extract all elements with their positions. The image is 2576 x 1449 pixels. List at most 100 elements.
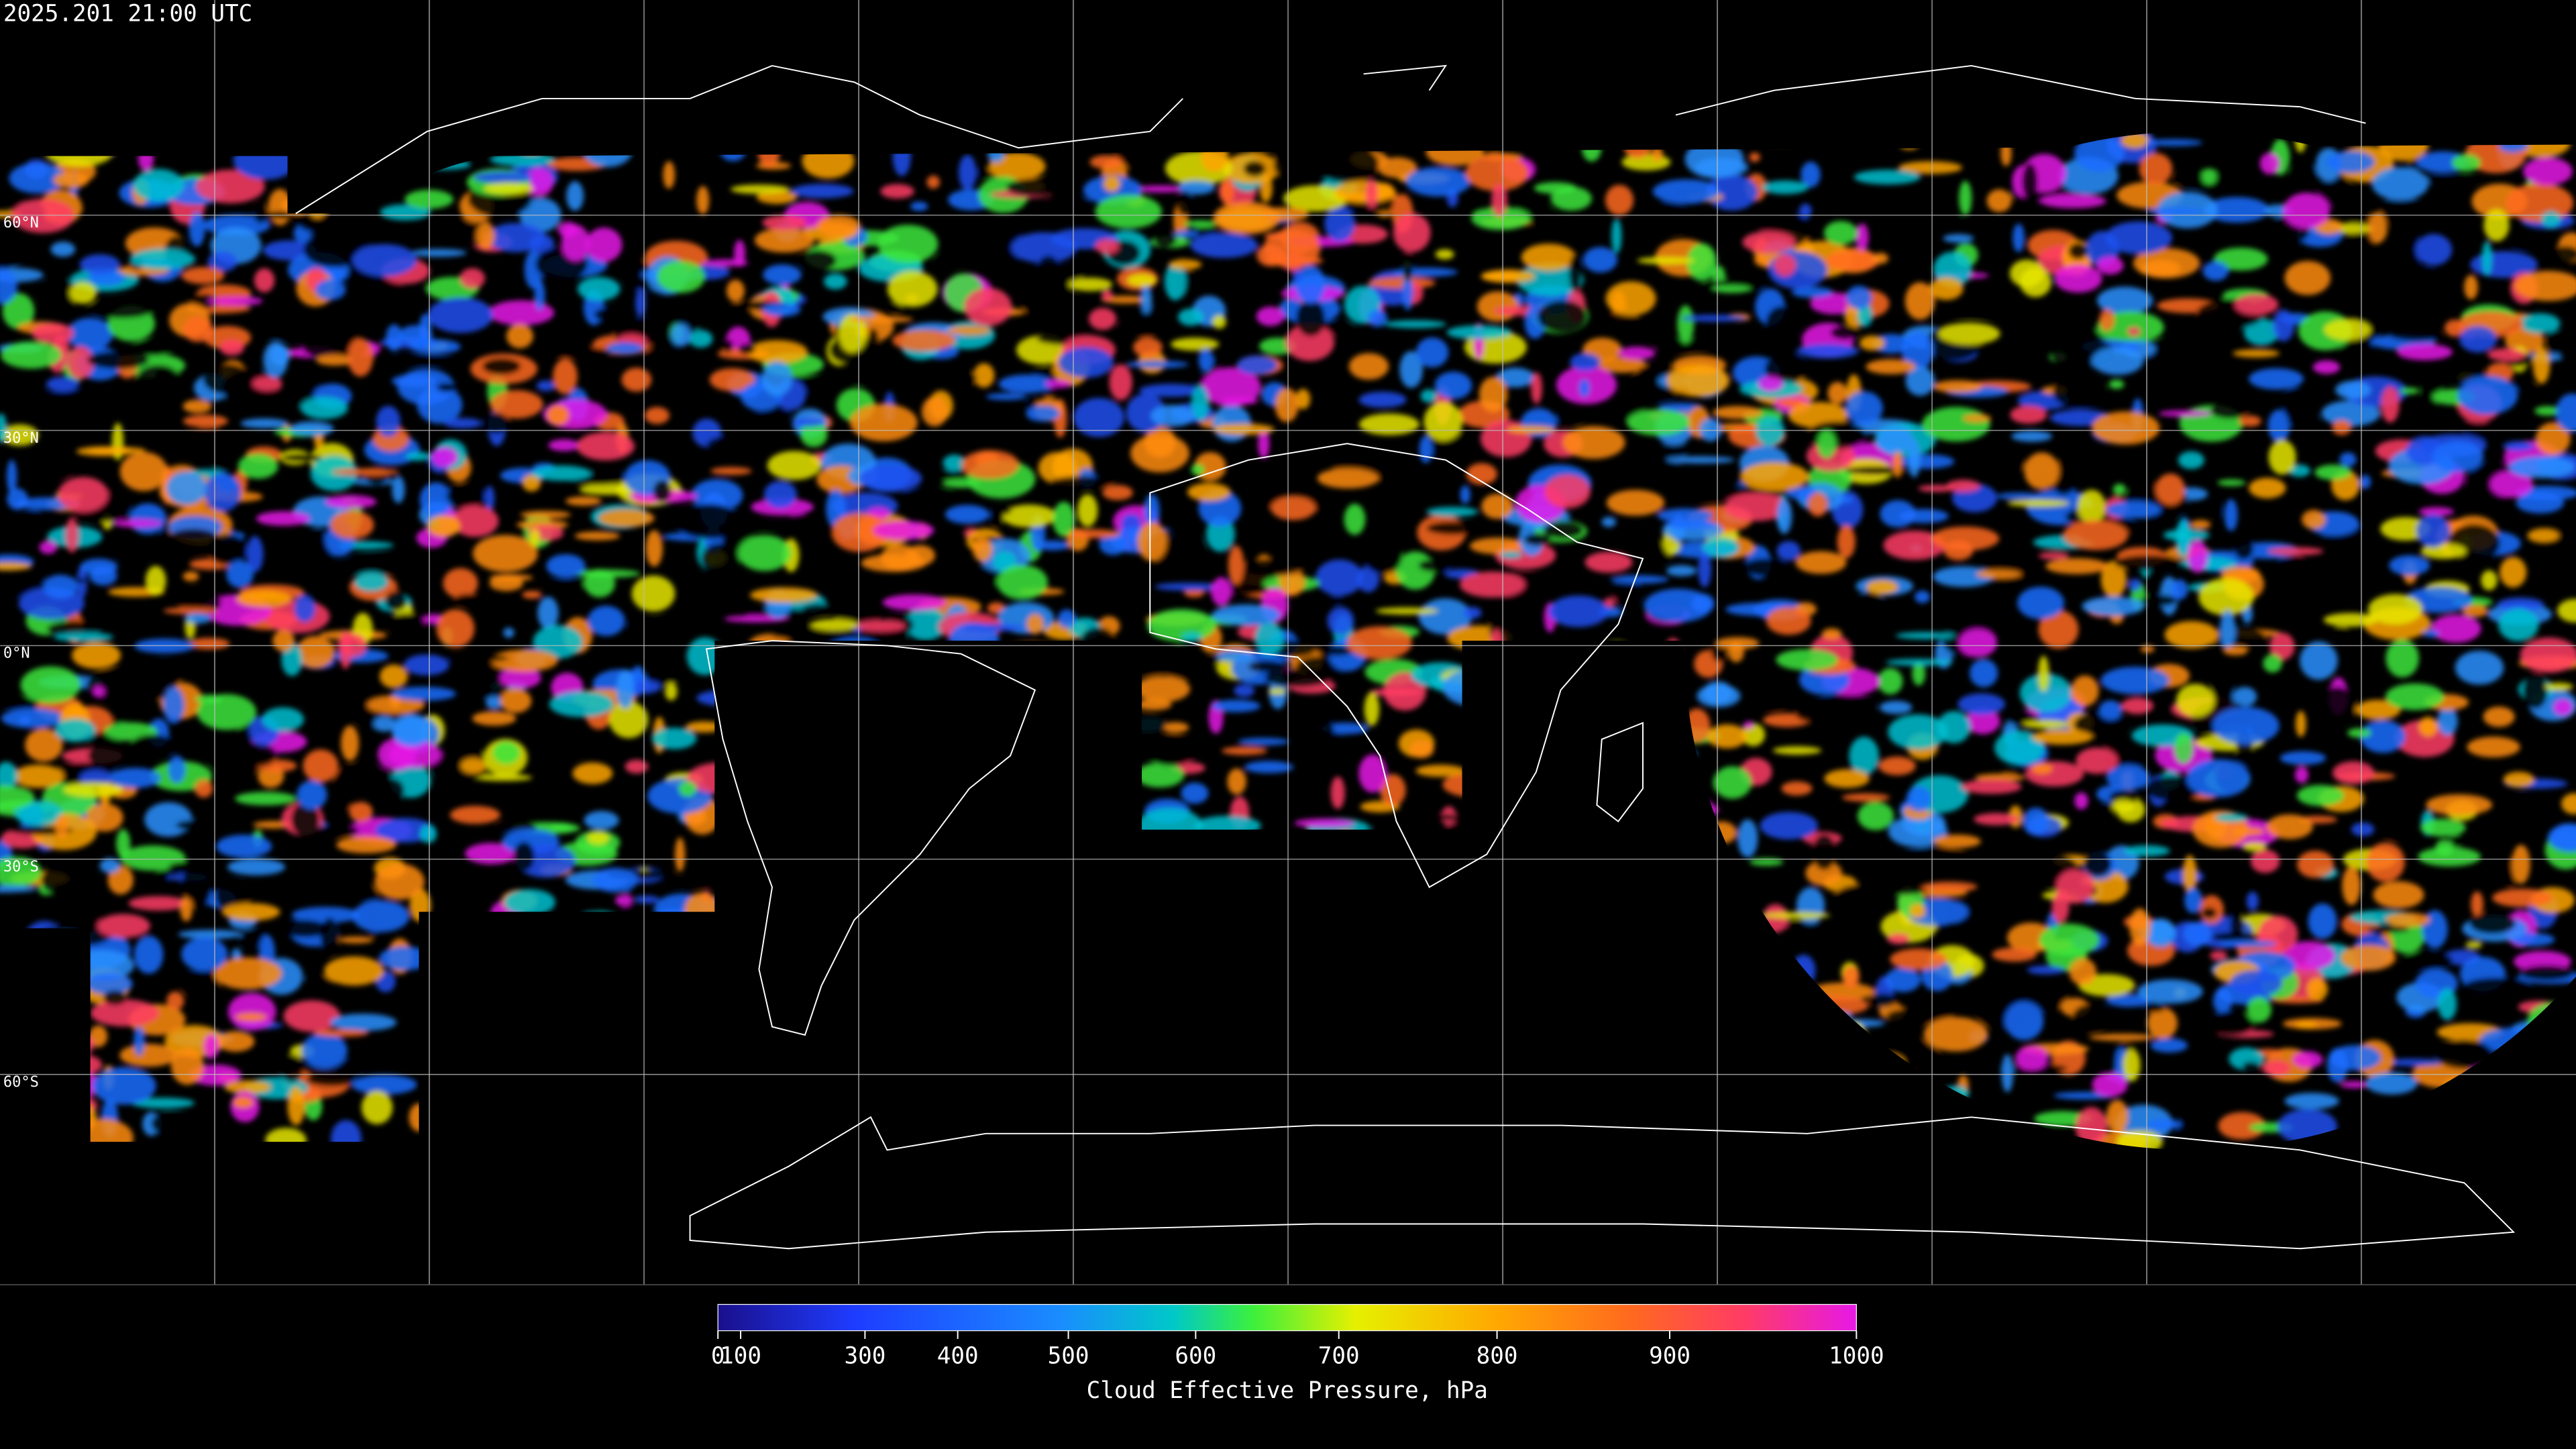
cloud-patch — [2532, 346, 2551, 384]
cloud-patch — [230, 742, 277, 767]
cloud-patch — [958, 154, 977, 191]
cloud-patch — [1213, 201, 1281, 235]
cloud-patch — [352, 244, 417, 276]
cloud-patch — [1760, 812, 1818, 840]
cloud-patch — [290, 802, 320, 837]
cloud-patch — [388, 740, 441, 768]
cloud-patch — [1236, 355, 1277, 375]
cloud-patch — [170, 1048, 204, 1085]
cloud-patch — [87, 447, 146, 454]
cloud-patch — [726, 279, 745, 303]
cloud-patch — [2430, 614, 2481, 643]
cloud-patch — [349, 802, 373, 822]
cloud-patch — [1435, 249, 1454, 260]
cloud-patch — [1073, 398, 1124, 437]
cloud-patch — [1183, 220, 1218, 228]
cloud-patch — [671, 323, 691, 347]
cloud-patch — [2403, 951, 2453, 971]
cloud-patch — [1610, 575, 1669, 584]
cloud-patch — [1295, 265, 1326, 304]
cloud-patch — [2323, 612, 2378, 627]
cloud-patch — [1961, 779, 2022, 794]
cloud-patch — [2031, 729, 2093, 745]
cloud-patch — [1256, 244, 1286, 267]
cloud-patch — [2037, 655, 2049, 692]
cloud-patch — [1904, 282, 1935, 320]
cloud-patch — [119, 1043, 178, 1067]
cloud-patch — [1211, 700, 1260, 712]
cloud-patch — [1986, 189, 2012, 213]
cloud-patch — [341, 725, 360, 761]
cloud-patch — [1248, 660, 1288, 673]
cloud-patch — [1938, 322, 2000, 345]
cloud-patch — [2128, 578, 2142, 592]
cloud-patch — [1932, 215, 1962, 223]
cloud-patch — [1805, 860, 1842, 886]
cloud-patch — [386, 324, 402, 352]
cloud-patch — [504, 889, 555, 916]
cloud-patch — [128, 896, 189, 911]
cloud-patch — [315, 279, 346, 301]
cloud-patch — [2106, 500, 2161, 519]
cloud-patch — [1761, 700, 1786, 711]
cloud-patch — [2462, 604, 2488, 617]
cloud-patch — [2503, 441, 2534, 451]
cloud-patch — [2174, 733, 2194, 764]
cloud-patch — [1317, 645, 1354, 656]
cloud-patch — [1153, 232, 1177, 248]
cloud-patch — [374, 716, 395, 732]
coastline — [689, 1116, 2516, 1250]
colorbar-tick-label: 1000 — [1829, 1342, 1884, 1369]
cloud-patch — [224, 1080, 272, 1094]
cloud-patch — [2218, 1112, 2266, 1140]
cloud-patch — [92, 1067, 156, 1105]
cloud-patch — [880, 544, 920, 571]
cloud-patch — [1133, 185, 1189, 193]
cloud-patch — [500, 688, 532, 713]
cloud-patch — [1244, 761, 1294, 773]
cloud-patch — [217, 1030, 255, 1052]
cloud-patch — [306, 1072, 357, 1087]
cloud-patch — [2340, 1081, 2370, 1088]
cloud-patch — [1921, 881, 1978, 892]
cloud-patch — [333, 763, 392, 794]
cloud-patch — [1344, 503, 1366, 535]
cloud-patch — [2528, 529, 2559, 543]
cloud-patch — [1796, 343, 1859, 359]
cloud-patch — [99, 858, 121, 873]
cloud-patch — [0, 341, 62, 369]
cloud-patch — [2099, 309, 2115, 331]
cloud-patch — [943, 454, 966, 472]
cloud-patch — [1923, 1016, 1988, 1052]
cloud-patch — [331, 468, 399, 476]
cloud-patch — [792, 418, 824, 427]
cloud-patch — [1178, 180, 1216, 195]
cloud-patch — [859, 464, 922, 492]
cloud-patch — [572, 762, 613, 784]
cloud-patch — [315, 824, 360, 838]
cloud-patch — [533, 625, 583, 659]
cloud-patch — [1795, 551, 1847, 574]
cloud-patch — [2239, 415, 2261, 427]
colorbar-tick-label: 0 — [711, 1342, 725, 1369]
cloud-patch — [1749, 152, 1760, 162]
cloud-patch — [1833, 884, 1888, 912]
cloud-patch — [2001, 1054, 2014, 1093]
cloud-patch — [2418, 716, 2438, 737]
cloud-patch — [2250, 849, 2280, 873]
cloud-patch — [653, 480, 672, 502]
cloud-patch — [1368, 276, 1436, 289]
cloud-patch — [290, 421, 334, 436]
cloud-patch — [203, 363, 252, 395]
cloud-patch — [2317, 686, 2357, 725]
cloud-patch — [1137, 522, 1167, 561]
cloud-patch — [178, 929, 243, 939]
cloud-patch — [2459, 326, 2497, 353]
cloud-patch — [2038, 610, 2079, 649]
cloud-patch — [877, 225, 938, 264]
cloud-patch — [88, 299, 156, 319]
cloud-patch — [945, 504, 990, 524]
cloud-patch — [378, 946, 431, 971]
cloud-patch — [1618, 346, 1656, 360]
cloud-patch — [1377, 157, 1417, 178]
